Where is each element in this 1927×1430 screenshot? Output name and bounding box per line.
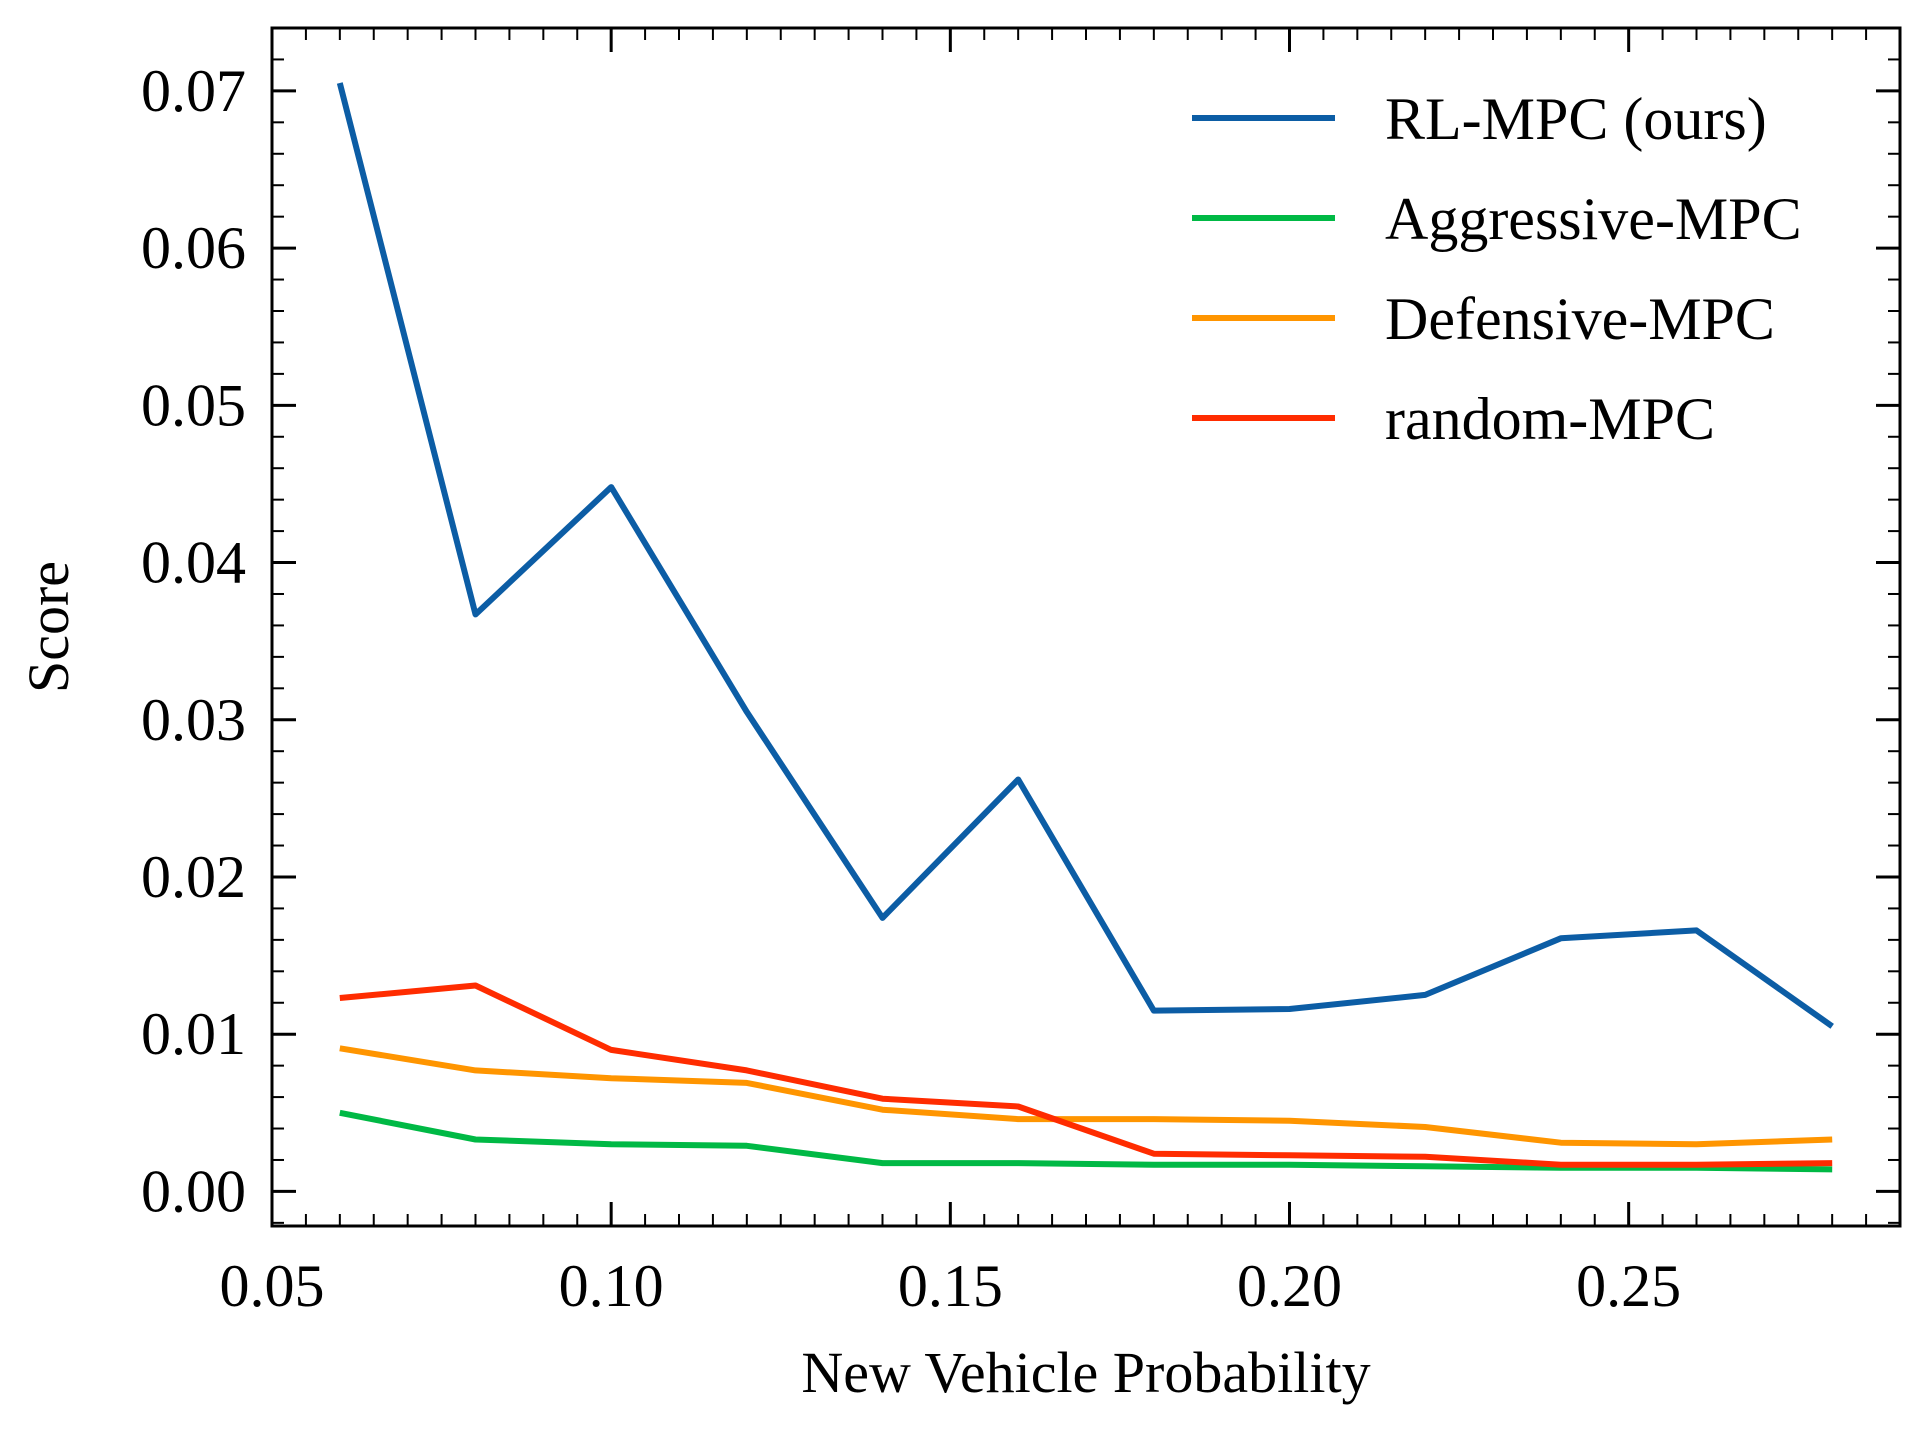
ticks-layer: 0.05 0.10 0.15 0.20 0.25 0.00 0.01 0.02 0.03 0.04… <box>141 27 1901 1319</box>
series-line-random-mpc <box>339 982 1833 1168</box>
x-tick-label: 0.20 <box>1237 1253 1342 1319</box>
y-tick-label: 0.06 <box>141 215 246 281</box>
x-tick-label: 0.25 <box>1576 1253 1681 1319</box>
x-tick-label: 0.15 <box>898 1253 1003 1319</box>
x-axis-label: New Vehicle Probability <box>801 1340 1370 1405</box>
series-line-defensive-mpc <box>339 1045 1833 1148</box>
y-tick-label: 0.02 <box>141 844 246 910</box>
y-tick-label: 0.07 <box>141 58 246 124</box>
legend-label: random-MPC <box>1385 386 1715 452</box>
y-tick-label: 0.05 <box>141 372 246 438</box>
x-tick-label: 0.10 <box>559 1253 664 1319</box>
y-tick-label: 0.03 <box>141 687 246 753</box>
series-lines <box>336 82 1834 1173</box>
legend: RL-MPC (ours) Aggressive-MPC Defensive-MPC… <box>1192 86 1802 452</box>
legend-label: RL-MPC (ours) <box>1385 86 1767 152</box>
x-tick-label: 0.05 <box>220 1253 325 1319</box>
series-line-aggressive-mpc <box>339 1109 1833 1173</box>
y-tick-label: 0.00 <box>141 1158 246 1224</box>
y-tick-label: 0.04 <box>141 530 246 596</box>
legend-label: Defensive-MPC <box>1385 286 1775 352</box>
y-axis-label: Score <box>16 561 81 693</box>
series-line-rl-mpc-ours <box>336 82 1834 1029</box>
y-tick-label: 0.01 <box>141 1001 246 1067</box>
legend-label: Aggressive-MPC <box>1385 186 1802 252</box>
plot-frame <box>270 26 1902 1228</box>
